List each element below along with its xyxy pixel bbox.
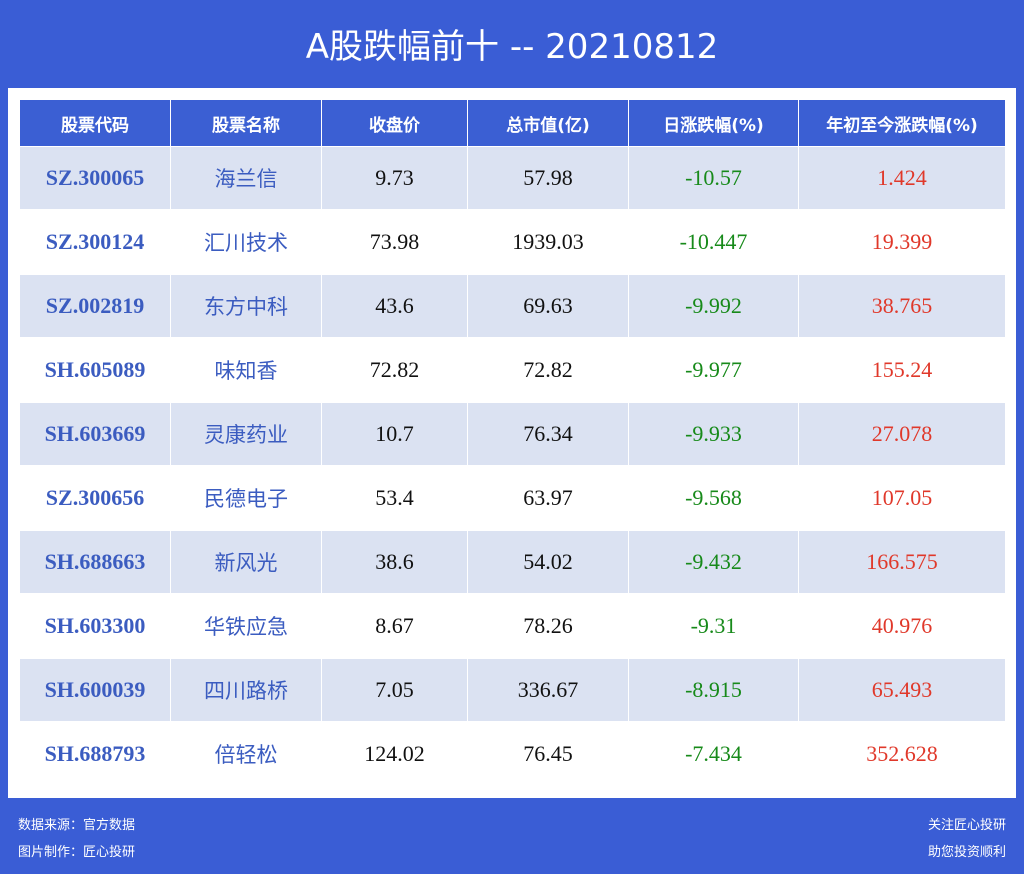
title: A股跌幅前十 -- 20210812: [305, 27, 719, 67]
table-cell: 1939.03: [512, 229, 584, 254]
table-cell: 78.26: [523, 613, 573, 638]
table-cell: 336.67: [468, 659, 628, 721]
table-cell: 73.98: [369, 229, 420, 254]
table-cell: -10.447: [679, 229, 748, 254]
table-cell: SZ.300065: [20, 147, 170, 209]
table-cell: 65.493: [799, 659, 1005, 721]
column-header: 收盘价: [322, 100, 467, 146]
table-cell: 华铁应急: [204, 615, 288, 639]
table-cell: 72.82: [523, 357, 573, 382]
table-cell: -9.432: [629, 531, 798, 593]
table-cell: 43.6: [322, 275, 467, 337]
table-cell: 76.45: [523, 741, 573, 766]
table-cell: 63.97: [523, 485, 573, 510]
table-cell: SZ.300124: [45, 229, 145, 254]
table-cell: -9.992: [629, 275, 798, 337]
follow: 关注匠心投研: [927, 818, 1006, 833]
table-cell: SZ.002819: [20, 275, 170, 337]
table-cell: 69.63: [468, 275, 628, 337]
table-cell: 155.24: [871, 357, 933, 382]
table-cell: -8.915: [629, 659, 798, 721]
table-cell: 10.7: [322, 403, 467, 465]
table-cell: 19.399: [871, 229, 933, 254]
table-cell: -9.977: [685, 357, 742, 382]
source: 数据来源：官方数据: [18, 818, 136, 833]
table-cell: 灵康药业: [171, 403, 321, 465]
table-cell: 倍轻松: [214, 743, 278, 767]
table-cell: SH.605089: [44, 357, 146, 382]
table-cell: 76.34: [468, 403, 628, 465]
table-panel: 股票代码 股票名称 收盘价 总市值(亿) 日涨跌幅(%) 年初至今涨跌幅(%) SZ.300…: [8, 88, 1016, 798]
table-cell: -9.933: [629, 403, 798, 465]
table-cell: 27.078: [799, 403, 1005, 465]
table-cell: 38.6: [322, 531, 467, 593]
column-header: 日涨跌幅(%): [629, 100, 798, 146]
table-cell: 9.73: [322, 147, 467, 209]
table-cell: 海兰信: [171, 147, 321, 209]
column-header: 总市值(亿): [468, 100, 628, 146]
table-cell: 38.765: [799, 275, 1005, 337]
table-cell: SZ.300656: [45, 485, 145, 510]
table-cell: 352.628: [866, 741, 938, 766]
table-cell: 166.575: [799, 531, 1005, 593]
table-cell: 40.976: [871, 613, 933, 638]
table-cell: -9.568: [685, 485, 742, 510]
table-cell: 107.05: [871, 485, 933, 510]
table-cell: 民德电子: [204, 487, 288, 511]
table-cell: -9.31: [690, 613, 737, 638]
table-cell: 8.67: [375, 613, 414, 638]
table-cell: SH.603300: [44, 613, 146, 638]
table-cell: 57.98: [468, 147, 628, 209]
table-cell: 东方中科: [171, 275, 321, 337]
table-cell: -10.57: [629, 147, 798, 209]
table-cell: -7.434: [685, 741, 742, 766]
table-cell: 汇川技术: [204, 231, 288, 255]
table-cell: 53.4: [375, 485, 414, 510]
table-cell: SH.688663: [20, 531, 170, 593]
table-cell: 味知香: [214, 359, 278, 383]
table-cell: SH.688793: [44, 741, 146, 766]
slogan: 助您投资顺利: [927, 845, 1006, 860]
table-cell: 7.05: [322, 659, 467, 721]
maker: 图片制作：匠心投研: [18, 845, 136, 860]
table-cell: 54.02: [468, 531, 628, 593]
table-cell: 1.424: [799, 147, 1005, 209]
table-cell: 新风光: [171, 531, 321, 593]
column-header: 股票代码: [20, 100, 170, 146]
column-header: 股票名称: [171, 100, 321, 146]
column-header: 年初至今涨跌幅(%): [799, 100, 1005, 146]
table-cell: 124.02: [364, 741, 425, 766]
table-cell: 72.82: [369, 357, 420, 382]
table-cell: SH.600039: [20, 659, 170, 721]
table-cell: SH.603669: [20, 403, 170, 465]
table-cell: 四川路桥: [171, 659, 321, 721]
